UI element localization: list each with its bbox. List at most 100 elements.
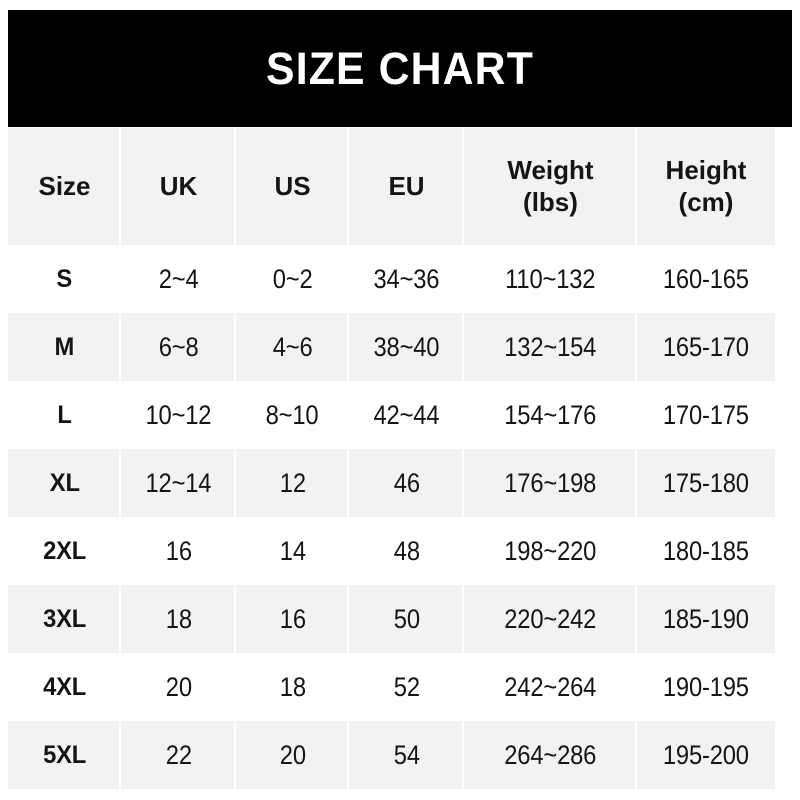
- column-header-height: Height (cm): [637, 128, 775, 245]
- cell-value: 132~154: [504, 331, 597, 362]
- cell-value: 12: [279, 467, 306, 498]
- table-header-row: Size UK US EU Weight (lbs) Height (cm): [8, 128, 775, 245]
- cell-value: 8~10: [266, 399, 319, 430]
- cell-eu: 42~44: [349, 381, 464, 449]
- column-header-label: UK: [159, 170, 198, 201]
- cell-value: 4XL: [43, 672, 86, 701]
- cell-us: 14: [236, 517, 349, 585]
- table-row: 3XL 18 16 50 220~242 185-190: [8, 585, 775, 653]
- cell-uk: 2~4: [121, 245, 236, 313]
- table-row: M 6~8 4~6 38~40 132~154 165-170: [8, 313, 775, 381]
- cell-us: 20: [236, 721, 349, 789]
- cell-value: 176~198: [504, 467, 597, 498]
- cell-value: 46: [393, 467, 420, 498]
- cell-us: 12: [236, 449, 349, 517]
- cell-value: 5XL: [43, 740, 86, 769]
- cell-uk: 22: [121, 721, 236, 789]
- cell-value: L: [57, 400, 72, 429]
- cell-value: 0~2: [272, 263, 313, 294]
- cell-value: 14: [279, 535, 306, 566]
- cell-uk: 16: [121, 517, 236, 585]
- cell-value: 20: [279, 739, 306, 770]
- cell-value: 242~264: [504, 671, 597, 702]
- cell-weight: 242~264: [464, 653, 637, 721]
- cell-value: 180-185: [663, 535, 749, 566]
- cell-value: 18: [165, 603, 192, 634]
- cell-value: 3XL: [43, 604, 86, 633]
- column-header-label: Weight: [507, 154, 594, 185]
- cell-us: 8~10: [236, 381, 349, 449]
- title-banner: SIZE CHART: [8, 10, 792, 127]
- cell-value: 195-200: [663, 739, 749, 770]
- cell-value: 198~220: [504, 535, 597, 566]
- cell-weight: 220~242: [464, 585, 637, 653]
- cell-uk: 12~14: [121, 449, 236, 517]
- table-row: L 10~12 8~10 42~44 154~176 170-175: [8, 381, 775, 449]
- cell-eu: 50: [349, 585, 464, 653]
- cell-size: 3XL: [8, 585, 121, 653]
- cell-height: 170-175: [637, 381, 775, 449]
- cell-height: 185-190: [637, 585, 775, 653]
- cell-eu: 48: [349, 517, 464, 585]
- cell-value: 18: [279, 671, 306, 702]
- cell-size: L: [8, 381, 121, 449]
- cell-value: 52: [393, 671, 420, 702]
- cell-weight: 110~132: [464, 245, 637, 313]
- cell-value: 190-195: [663, 671, 749, 702]
- cell-value: 54: [393, 739, 420, 770]
- cell-value: 12~14: [145, 467, 212, 498]
- cell-eu: 34~36: [349, 245, 464, 313]
- cell-eu: 52: [349, 653, 464, 721]
- cell-uk: 18: [121, 585, 236, 653]
- cell-value: 110~132: [505, 263, 596, 294]
- size-chart-table: Size UK US EU Weight (lbs) Height (cm) S 2~4 0~2 3…: [8, 128, 775, 789]
- cell-value: M: [54, 332, 75, 361]
- cell-value: 16: [165, 535, 192, 566]
- cell-weight: 176~198: [464, 449, 637, 517]
- cell-value: 2XL: [43, 536, 86, 565]
- cell-value: 175-180: [663, 467, 749, 498]
- cell-eu: 54: [349, 721, 464, 789]
- cell-value: 165-170: [663, 331, 749, 362]
- column-header-uk: UK: [121, 128, 236, 245]
- cell-value: 50: [393, 603, 420, 634]
- cell-value: 4~6: [272, 331, 313, 362]
- cell-height: 180-185: [637, 517, 775, 585]
- cell-uk: 20: [121, 653, 236, 721]
- cell-height: 190-195: [637, 653, 775, 721]
- cell-weight: 198~220: [464, 517, 637, 585]
- cell-us: 16: [236, 585, 349, 653]
- cell-size: M: [8, 313, 121, 381]
- cell-weight: 132~154: [464, 313, 637, 381]
- column-header-weight: Weight (lbs): [464, 128, 637, 245]
- table-row: 2XL 16 14 48 198~220 180-185: [8, 517, 775, 585]
- cell-height: 195-200: [637, 721, 775, 789]
- cell-value: 2~4: [158, 263, 199, 294]
- table-row: XL 12~14 12 46 176~198 175-180: [8, 449, 775, 517]
- table-row: S 2~4 0~2 34~36 110~132 160-165: [8, 245, 775, 313]
- table-row: 5XL 22 20 54 264~286 195-200: [8, 721, 775, 789]
- cell-value: XL: [49, 468, 80, 497]
- cell-value: S: [56, 264, 73, 293]
- column-header-us: US: [236, 128, 349, 245]
- column-header-unit: (cm): [678, 186, 734, 217]
- cell-value: 22: [165, 739, 192, 770]
- cell-height: 160-165: [637, 245, 775, 313]
- cell-uk: 6~8: [121, 313, 236, 381]
- cell-size: 2XL: [8, 517, 121, 585]
- cell-eu: 46: [349, 449, 464, 517]
- cell-size: S: [8, 245, 121, 313]
- cell-value: 6~8: [158, 331, 199, 362]
- column-header-eu: EU: [349, 128, 464, 245]
- column-header-label: Size: [38, 170, 91, 201]
- cell-value: 160-165: [663, 263, 749, 294]
- table-row: 4XL 20 18 52 242~264 190-195: [8, 653, 775, 721]
- cell-us: 18: [236, 653, 349, 721]
- cell-us: 0~2: [236, 245, 349, 313]
- cell-value: 220~242: [504, 603, 597, 634]
- cell-value: 42~44: [373, 399, 440, 430]
- cell-us: 4~6: [236, 313, 349, 381]
- column-header-label: Height: [665, 154, 747, 185]
- cell-uk: 10~12: [121, 381, 236, 449]
- cell-value: 170-175: [663, 399, 749, 430]
